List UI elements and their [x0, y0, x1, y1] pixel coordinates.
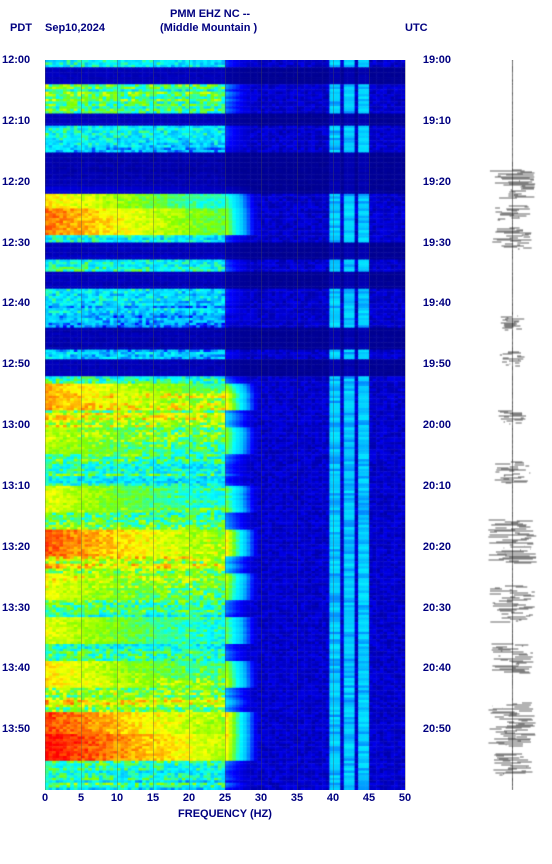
y-tick-left: 13:50 [2, 723, 47, 735]
station-code: PMM EHZ NC -- [170, 8, 250, 20]
x-tick: 5 [78, 792, 84, 804]
y-tick-right: 19:50 [406, 358, 451, 370]
y-tick-left: 12:40 [2, 297, 47, 309]
y-tick-right: 20:40 [406, 662, 451, 674]
y-tick-right: 20:50 [406, 723, 451, 735]
y-tick-left: 12:10 [2, 115, 47, 127]
x-tick: 15 [147, 792, 159, 804]
left-tz: PDT [10, 22, 32, 34]
right-tz: UTC [405, 22, 428, 34]
y-tick-right: 19:20 [406, 176, 451, 188]
y-tick-left: 12:50 [2, 358, 47, 370]
y-tick-left: 13:30 [2, 602, 47, 614]
x-tick: 35 [291, 792, 303, 804]
chart-header: PDT Sep10,2024 PMM EHZ NC -- (Middle Mou… [0, 0, 552, 40]
seismogram-panel [485, 60, 540, 790]
x-tick: 10 [111, 792, 123, 804]
y-tick-right: 19:10 [406, 115, 451, 127]
x-tick: 0 [42, 792, 48, 804]
seismogram-canvas [485, 60, 540, 790]
x-tick: 20 [183, 792, 195, 804]
x-tick: 40 [327, 792, 339, 804]
y-tick-left: 13:20 [2, 541, 47, 553]
y-tick-left: 13:10 [2, 480, 47, 492]
x-tick: 30 [255, 792, 267, 804]
x-tick: 25 [219, 792, 231, 804]
y-axis-right-utc: 19:0019:1019:2019:3019:4019:5020:0020:10… [408, 60, 453, 790]
x-axis-label: FREQUENCY (HZ) [45, 808, 405, 820]
y-tick-left: 13:00 [2, 419, 47, 431]
y-tick-right: 19:40 [406, 297, 451, 309]
y-tick-left: 12:30 [2, 237, 47, 249]
y-tick-left: 12:00 [2, 54, 47, 66]
x-tick: 50 [399, 792, 411, 804]
y-tick-right: 19:00 [406, 54, 451, 66]
y-tick-right: 20:20 [406, 541, 451, 553]
y-tick-right: 20:00 [406, 419, 451, 431]
y-tick-left: 13:40 [2, 662, 47, 674]
spectrogram-canvas [45, 60, 405, 790]
header-date: Sep10,2024 [45, 22, 105, 34]
y-tick-left: 12:20 [2, 176, 47, 188]
y-tick-right: 20:30 [406, 602, 451, 614]
y-tick-right: 19:30 [406, 237, 451, 249]
y-tick-right: 20:10 [406, 480, 451, 492]
spectrogram [45, 60, 405, 790]
x-tick: 45 [363, 792, 375, 804]
y-axis-left-pdt: 12:0012:1012:2012:3012:4012:5013:0013:10… [0, 60, 45, 790]
location-name: (Middle Mountain ) [160, 22, 257, 34]
